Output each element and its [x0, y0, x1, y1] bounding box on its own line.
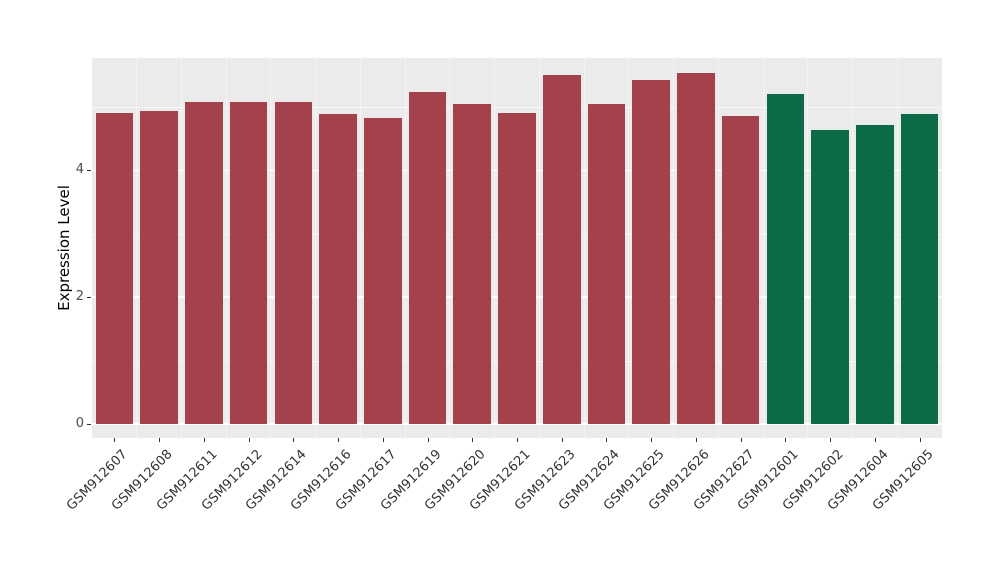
gridline-vertical-x — [315, 58, 317, 438]
bar — [229, 101, 268, 424]
bar — [677, 73, 715, 424]
x-axis-tick — [517, 438, 518, 442]
x-axis-tick — [785, 438, 787, 442]
x-axis-tick — [740, 438, 742, 442]
x-axis-tick — [114, 438, 116, 442]
bar — [721, 116, 760, 424]
bar — [542, 75, 581, 424]
bar — [900, 114, 939, 424]
x-axis-tick — [203, 438, 205, 442]
gridline-vertical-x — [270, 58, 272, 438]
gridline-vertical-x — [807, 58, 809, 438]
x-axis-tick — [427, 438, 429, 442]
bar — [587, 104, 626, 424]
x-axis-tick — [159, 438, 161, 442]
x-axis-tick — [874, 438, 876, 442]
x-axis-tick — [561, 438, 563, 442]
y-tick-label: 0 — [75, 416, 84, 431]
gridline-vertical-x — [896, 58, 898, 438]
bar — [811, 129, 849, 424]
bar — [274, 102, 313, 424]
x-axis-tick — [919, 438, 921, 442]
y-axis-tick — [87, 297, 91, 299]
bar — [185, 101, 223, 424]
x-axis-tick — [606, 438, 608, 442]
bar — [856, 124, 894, 424]
bar — [632, 79, 670, 424]
x-axis-tick — [293, 438, 295, 442]
gridline-vertical-x — [136, 58, 138, 438]
y-axis-tick — [87, 424, 91, 425]
bar — [140, 110, 178, 424]
gridline-vertical-x — [583, 58, 585, 438]
bar — [453, 103, 492, 424]
gridline-vertical-x — [852, 58, 854, 438]
gridline-vertical-x — [538, 58, 540, 438]
x-axis-tick — [830, 438, 832, 442]
y-tick-label: 2 — [75, 289, 84, 305]
x-axis-tick — [338, 438, 340, 442]
gridline-vertical-x — [762, 58, 764, 438]
x-axis-tick — [651, 438, 653, 442]
gridline-vertical-x — [180, 58, 182, 438]
bar — [408, 92, 447, 424]
plot-area — [92, 58, 942, 438]
gridline-vertical-x — [225, 58, 227, 438]
bar — [498, 112, 536, 424]
gridline-vertical-x — [494, 58, 496, 438]
bar — [364, 117, 402, 424]
bar — [319, 114, 357, 424]
x-axis-tick — [472, 438, 474, 442]
gridline-vertical-x — [359, 58, 361, 438]
gridline-vertical-x — [449, 58, 451, 438]
gridline-vertical-x — [404, 58, 406, 438]
gridline-minor-y — [92, 106, 942, 108]
bar — [95, 112, 134, 424]
gridline-vertical-x — [717, 58, 719, 438]
y-tick-label: 4 — [75, 162, 84, 178]
bar — [766, 94, 805, 424]
gridline-vertical-x — [673, 58, 675, 438]
x-axis-tick — [382, 438, 384, 442]
x-axis-tick — [695, 438, 697, 442]
x-axis-tick — [248, 438, 250, 442]
y-axis-tick — [87, 170, 91, 172]
gridline-vertical-x — [628, 58, 630, 438]
